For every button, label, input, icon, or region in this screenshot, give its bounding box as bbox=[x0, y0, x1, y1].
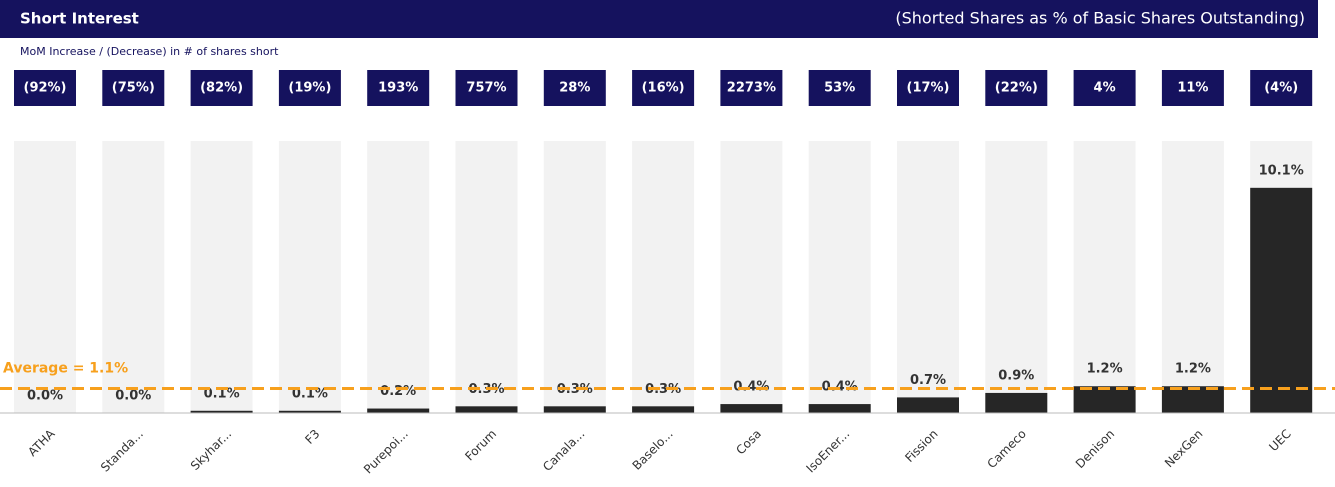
data-label: 1.2% bbox=[1087, 362, 1123, 377]
mom-badge bbox=[1073, 70, 1136, 106]
bar bbox=[543, 406, 606, 413]
mom-badge bbox=[367, 70, 430, 106]
mom-label: (17%) bbox=[907, 81, 950, 96]
x-tick-label: UEC bbox=[1266, 427, 1293, 454]
data-label: 0.2% bbox=[380, 384, 416, 399]
data-label: 0.0% bbox=[27, 389, 63, 404]
x-tick-label: IsoEner... bbox=[804, 427, 853, 476]
x-tick-label: Skyhar... bbox=[188, 427, 234, 473]
mom-label: 53% bbox=[824, 81, 855, 96]
bar bbox=[1250, 187, 1313, 413]
mom-badge bbox=[543, 70, 606, 106]
x-tick-label: Denison bbox=[1073, 427, 1117, 471]
data-label: 10.1% bbox=[1259, 163, 1304, 178]
mom-label: (19%) bbox=[288, 81, 331, 96]
bar-background bbox=[455, 141, 518, 413]
bar-background bbox=[278, 141, 341, 413]
mom-badge bbox=[1161, 70, 1224, 106]
bar bbox=[1161, 386, 1224, 413]
average-label: Average = 1.1% bbox=[3, 360, 128, 376]
x-tick-label: Purepoi... bbox=[361, 427, 411, 477]
mom-label: (22%) bbox=[995, 81, 1038, 96]
data-label: 0.3% bbox=[557, 382, 593, 397]
mom-note: MoM Increase / (Decrease) in # of shares… bbox=[20, 45, 279, 58]
x-tick-label: Fission bbox=[902, 427, 940, 465]
mom-badge bbox=[720, 70, 783, 106]
mom-badge bbox=[985, 70, 1048, 106]
bar-background bbox=[190, 141, 253, 413]
mom-label: (16%) bbox=[642, 81, 685, 96]
mom-badge bbox=[190, 70, 253, 106]
data-label: 0.4% bbox=[733, 380, 769, 395]
mom-badge bbox=[102, 70, 165, 106]
mom-label: 2273% bbox=[727, 81, 776, 96]
bar-background bbox=[102, 141, 165, 413]
mom-label: (4%) bbox=[1264, 81, 1298, 96]
chart-title: Short Interest bbox=[20, 10, 139, 28]
data-label: 0.1% bbox=[204, 386, 240, 401]
bar-background bbox=[897, 141, 959, 413]
bar-background bbox=[632, 141, 695, 413]
bar-background bbox=[367, 141, 430, 413]
mom-badge bbox=[1250, 70, 1313, 106]
bar-background bbox=[720, 141, 783, 413]
bar bbox=[367, 408, 430, 413]
bar-background bbox=[1073, 141, 1136, 413]
bar bbox=[720, 404, 783, 413]
x-tick-label: F3 bbox=[302, 427, 322, 447]
mom-label: 4% bbox=[1094, 81, 1116, 96]
mom-badge bbox=[278, 70, 341, 106]
mom-label: (75%) bbox=[112, 81, 155, 96]
bar bbox=[190, 410, 253, 413]
mom-badge bbox=[808, 70, 871, 106]
mom-label: 28% bbox=[559, 81, 590, 96]
mom-label: (92%) bbox=[24, 81, 67, 96]
mom-label: 193% bbox=[378, 81, 418, 96]
data-label: 0.3% bbox=[645, 382, 681, 397]
bar bbox=[808, 404, 871, 413]
header-bar bbox=[0, 0, 1318, 38]
mom-badge bbox=[455, 70, 518, 106]
bar-background bbox=[1161, 141, 1224, 413]
x-tick-label: Cameco bbox=[985, 427, 1029, 471]
bar-background bbox=[543, 141, 606, 413]
x-tick-label: Canala... bbox=[540, 427, 587, 474]
mom-label: (82%) bbox=[200, 81, 243, 96]
data-label: 0.9% bbox=[998, 368, 1034, 383]
bar bbox=[985, 392, 1048, 413]
x-tick-label: Cosa bbox=[733, 427, 764, 458]
bar bbox=[897, 397, 959, 413]
bar bbox=[278, 410, 341, 413]
bar-background bbox=[14, 141, 76, 413]
x-tick-label: Baselo... bbox=[630, 427, 676, 473]
x-tick-label: ATHA bbox=[25, 426, 58, 459]
bar bbox=[1073, 386, 1136, 413]
data-label: 0.7% bbox=[910, 373, 946, 388]
chart-subtitle: (Shorted Shares as % of Basic Shares Out… bbox=[895, 9, 1305, 28]
bar-background bbox=[985, 141, 1048, 413]
bar bbox=[632, 406, 695, 413]
mom-badge bbox=[897, 70, 959, 106]
mom-badge bbox=[14, 70, 76, 106]
bar bbox=[455, 406, 518, 413]
x-tick-label: Standa... bbox=[98, 427, 146, 475]
bar-background bbox=[808, 141, 871, 413]
mom-label: 11% bbox=[1177, 81, 1208, 96]
data-label: 0.0% bbox=[115, 389, 151, 404]
data-label: 0.1% bbox=[292, 386, 328, 401]
data-label: 1.2% bbox=[1175, 362, 1211, 377]
x-tick-label: Forum bbox=[462, 427, 499, 464]
x-tick-label: NexGen bbox=[1162, 427, 1206, 471]
mom-badge bbox=[632, 70, 695, 106]
mom-label: 757% bbox=[466, 81, 506, 96]
